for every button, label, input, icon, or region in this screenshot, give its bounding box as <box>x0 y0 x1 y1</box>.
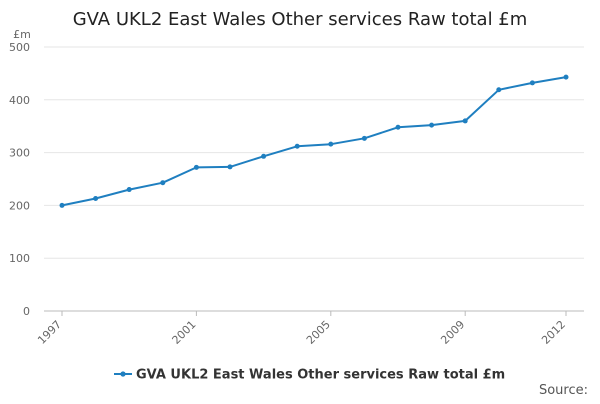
x-tick-label: 2009 <box>438 318 467 347</box>
data-point[interactable] <box>462 118 468 124</box>
data-point[interactable] <box>328 141 334 147</box>
data-point[interactable] <box>227 164 233 170</box>
data-point[interactable] <box>361 135 367 141</box>
legend[interactable]: GVA UKL2 East Wales Other services Raw t… <box>114 368 505 383</box>
y-tick-label: 200 <box>9 199 30 212</box>
y-axis-ticks: 0 100 200 300 400 500 <box>9 41 30 318</box>
chart-title: GVA UKL2 East Wales Other services Raw t… <box>73 9 528 30</box>
y-tick-label: 0 <box>23 305 30 318</box>
series-line <box>61 76 567 207</box>
x-tick-label: 2012 <box>539 318 568 347</box>
legend-marker <box>120 371 126 377</box>
data-point[interactable] <box>395 124 401 130</box>
y-axis-unit-label: £m <box>13 28 31 41</box>
data-point[interactable] <box>93 196 99 202</box>
data-point[interactable] <box>126 187 132 193</box>
data-point[interactable] <box>59 202 65 208</box>
data-point[interactable] <box>294 143 300 149</box>
data-point[interactable] <box>563 74 569 80</box>
data-point[interactable] <box>529 80 535 86</box>
gridlines <box>44 46 584 312</box>
data-point[interactable] <box>496 87 502 93</box>
x-tick-label: 1997 <box>35 318 64 347</box>
x-tick-label: 2005 <box>304 318 333 347</box>
source-label: Source: <box>539 383 588 398</box>
data-point[interactable] <box>429 122 435 128</box>
x-tick-label: 2001 <box>170 318 199 347</box>
x-axis-ticks: 1997 2001 2005 2009 2012 <box>35 311 568 347</box>
y-tick-label: 500 <box>9 41 30 54</box>
data-point[interactable] <box>261 153 267 159</box>
legend-label: GVA UKL2 East Wales Other services Raw t… <box>136 368 505 383</box>
series-layer <box>59 74 569 208</box>
y-tick-label: 300 <box>9 147 30 160</box>
y-tick-label: 400 <box>9 94 30 107</box>
data-point[interactable] <box>193 164 199 170</box>
data-point[interactable] <box>160 180 166 186</box>
y-tick-label: 100 <box>9 252 30 265</box>
